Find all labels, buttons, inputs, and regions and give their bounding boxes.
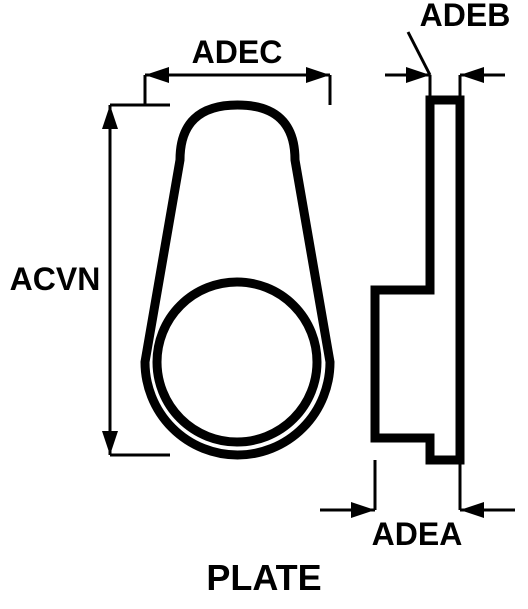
front-circle (157, 282, 317, 442)
side-outline (375, 100, 460, 460)
dim-adeb (385, 32, 505, 100)
plate-diagram: ACVN ADEC ADEB ADEA PLATE (0, 0, 528, 609)
adeb-label: ADEB (420, 0, 511, 33)
plate-title: PLATE (206, 557, 321, 598)
dim-adec (145, 67, 330, 105)
dim-adea (320, 460, 515, 518)
adea-label: ADEA (372, 516, 463, 552)
adec-label: ADEC (192, 34, 283, 70)
acvn-label: ACVN (10, 261, 101, 297)
